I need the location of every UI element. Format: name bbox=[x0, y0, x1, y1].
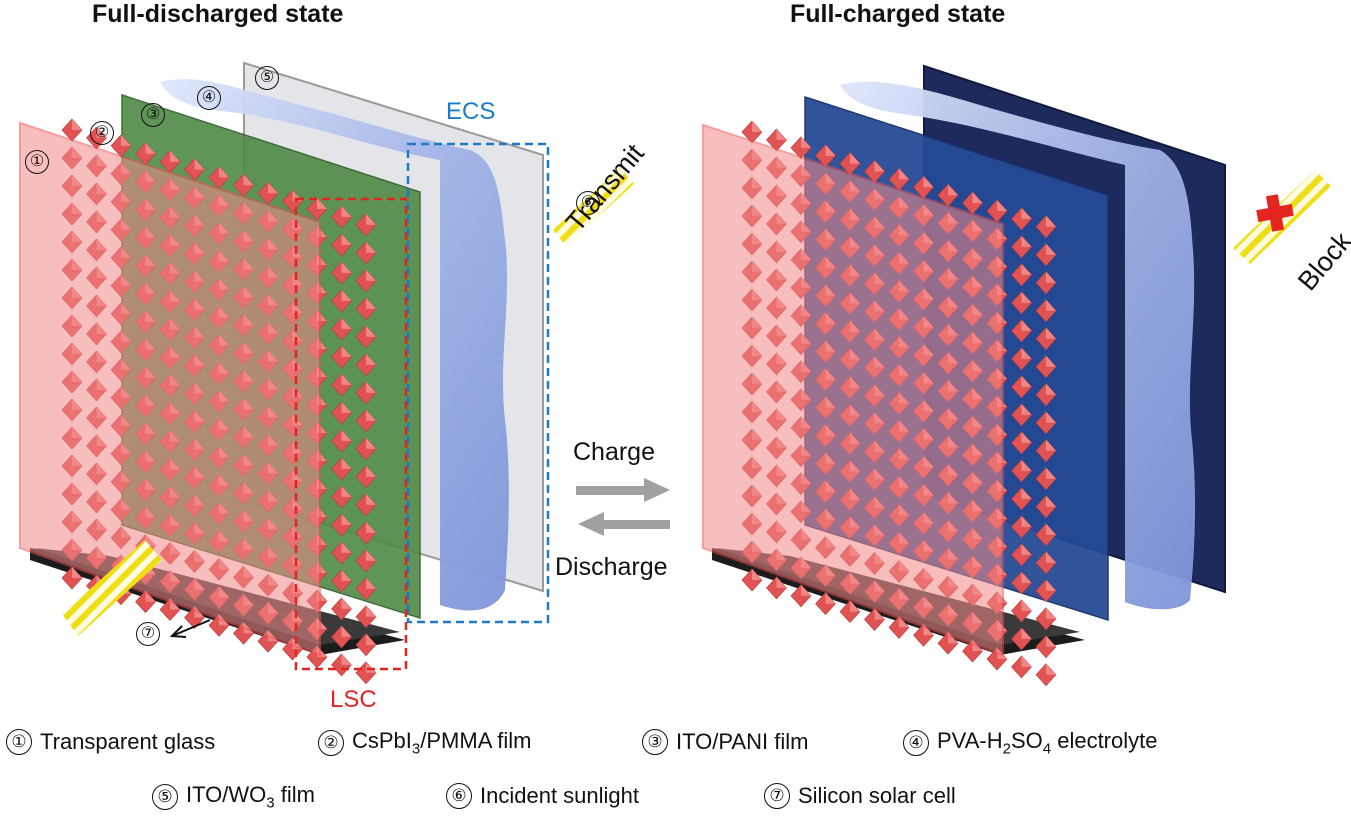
charge-label: Charge bbox=[573, 438, 655, 466]
charged-device bbox=[702, 64, 1331, 687]
legend-item-5: ⑤ ITO/WO3 film bbox=[152, 782, 315, 811]
transparent-glass-right bbox=[702, 123, 1004, 657]
legend-num-4: ④ bbox=[903, 729, 929, 756]
legend-item-4: ④ PVA-H2SO4 electrolyte bbox=[903, 728, 1157, 757]
legend-text-6: Incident sunlight bbox=[480, 783, 639, 809]
legend-text-1: Transparent glass bbox=[40, 729, 216, 755]
title-charged: Full-charged state bbox=[790, 0, 1006, 28]
crystal-octahedron bbox=[355, 661, 377, 685]
legend-num-5: ⑤ bbox=[152, 783, 178, 810]
legend-item-1: ① Transparent glass bbox=[6, 728, 216, 756]
ecs-label: ECS bbox=[446, 98, 496, 125]
marker-2: ② bbox=[90, 121, 114, 145]
charge-arrow bbox=[576, 478, 670, 502]
discharge-label: Discharge bbox=[555, 553, 668, 581]
legend-item-2: ② CsPbI3/PMMA film bbox=[318, 728, 532, 757]
ecs-box bbox=[406, 142, 550, 624]
crystal-octahedron bbox=[1035, 663, 1057, 687]
discharge-arrow bbox=[578, 512, 670, 536]
marker-7: ⑦ bbox=[136, 622, 160, 646]
legend-text-5: ITO/WO bbox=[186, 782, 267, 807]
legend-num-3: ③ bbox=[642, 729, 668, 756]
electrolyte-gel-right bbox=[840, 81, 1196, 610]
legend-num-2: ② bbox=[318, 729, 344, 756]
legend-num-7: ⑦ bbox=[764, 783, 790, 810]
marker-1: ① bbox=[25, 150, 49, 174]
crystal-octahedron bbox=[331, 653, 352, 677]
transparent-glass-left bbox=[19, 121, 321, 657]
discharged-device bbox=[19, 61, 634, 685]
title-discharged: Full-discharged state bbox=[92, 0, 344, 28]
lsc-label: LSC bbox=[330, 686, 377, 713]
legend-text-2: CsPbI bbox=[352, 728, 412, 753]
legend-item-7: ⑦ Silicon solar cell bbox=[764, 782, 956, 810]
legend-text-7: Silicon solar cell bbox=[798, 783, 956, 809]
legend-item-3: ③ ITO/PANI film bbox=[642, 728, 809, 756]
marker-5: ⑤ bbox=[255, 66, 279, 90]
sunlight-bottom-beam bbox=[62, 540, 162, 636]
legend-text-4: PVA-H bbox=[937, 728, 1003, 753]
legend-item-6: ⑥ Incident sunlight bbox=[446, 782, 639, 810]
electrolyte-gel-left bbox=[160, 79, 509, 611]
legend-num-6: ⑥ bbox=[446, 783, 472, 810]
marker-3: ③ bbox=[141, 103, 165, 127]
legend-num-1: ① bbox=[6, 729, 32, 756]
marker-4: ④ bbox=[197, 86, 221, 110]
block-cross-icon bbox=[1256, 194, 1294, 232]
marker-6: ⑥ bbox=[576, 191, 600, 215]
lsc-box bbox=[294, 197, 408, 671]
crystal-octahedron bbox=[1011, 655, 1032, 679]
legend-text-3: ITO/PANI film bbox=[676, 729, 809, 755]
